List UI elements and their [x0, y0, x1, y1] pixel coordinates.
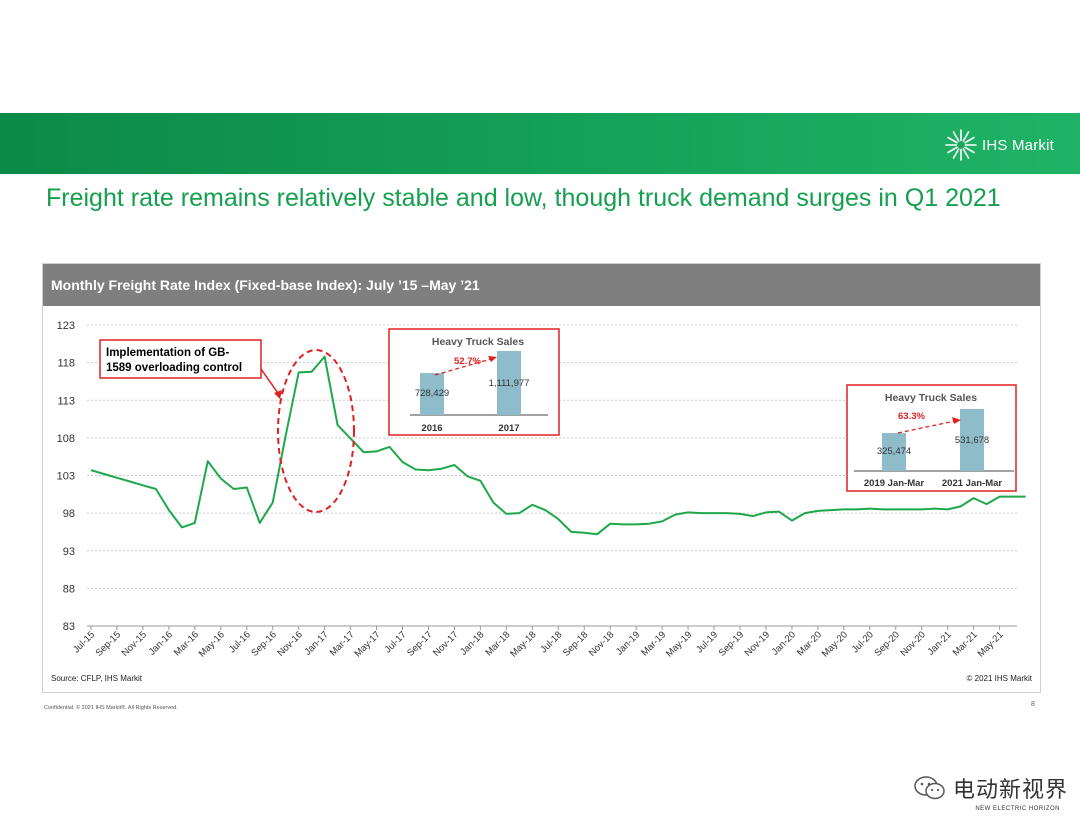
logo-text: IHS Markit [981, 136, 1054, 154]
x-tick-label: Nov-18 [587, 629, 616, 658]
y-tick-label: 113 [57, 395, 75, 407]
y-tick-label: 123 [57, 320, 75, 332]
inset1-title: Heavy Truck Sales [432, 336, 524, 348]
y-axis-ticks: 83 88 93 98 103 108 113 118 123 [57, 320, 75, 633]
x-tick-label: Nov-15 [120, 629, 149, 658]
x-tick-label: Mar-16 [172, 629, 201, 658]
watermark-text: 电动新视界 [952, 777, 1068, 802]
x-tick-label: Mar-17 [328, 629, 357, 658]
x-tick-label: May-18 [508, 629, 538, 659]
y-tick-label: 88 [63, 583, 75, 595]
x-tick-label: Jan-18 [458, 629, 486, 657]
watermark: 电动新视界 [913, 768, 1068, 808]
x-tick-label: Jan-21 [925, 629, 953, 657]
x-tick-label: May-19 [664, 629, 694, 659]
callout-arrow-head [274, 390, 282, 399]
inset1-bar-2016 [420, 373, 444, 415]
y-tick-label: 118 [57, 358, 75, 370]
x-tick-label: Sep-19 [717, 629, 746, 658]
x-tick-label: May-17 [352, 629, 382, 659]
inset1-value-2017: 1,111,977 [489, 378, 530, 389]
y-tick-label: 103 [57, 471, 75, 483]
inset2-bar-2021 [960, 409, 984, 471]
x-tick-label: May-20 [820, 629, 850, 659]
inset1-label-2017: 2017 [498, 423, 519, 434]
inset1-growth-arrow-head [488, 356, 497, 362]
x-tick-label: Mar-18 [483, 629, 512, 658]
footer-confidential: Confidential. © 2021 IHS Markit®. All Ri… [44, 705, 178, 711]
x-tick-label: Sep-15 [94, 629, 123, 658]
page-number: 8 [1031, 701, 1035, 708]
x-tick-label: Jan-19 [614, 629, 642, 657]
chart-copyright: © 2021 IHS Markit [966, 674, 1032, 683]
x-tick-label: Nov-19 [743, 629, 772, 658]
inset-heavy-truck-sales-2016-2017: Heavy Truck Sales 728,429 1,111,977 2016… [388, 328, 560, 436]
slide-title: Freight rate remains relatively stable a… [46, 184, 1001, 212]
x-tick-label: Mar-21 [951, 629, 980, 658]
x-tick-label: Mar-19 [639, 629, 668, 658]
inset2-growth-arrow [897, 420, 956, 434]
x-tick-label: Nov-17 [431, 629, 460, 658]
inset1-bar-2017 [497, 351, 521, 415]
y-tick-label: 108 [57, 433, 75, 445]
freight-rate-chart: 83 88 93 98 103 108 113 118 123 Jul-15Sep-15Nov-… [57, 320, 1026, 660]
y-tick-label: 98 [63, 508, 75, 520]
x-tick-label: May-21 [976, 629, 1006, 659]
callout-text-line2: 1589 overloading control [106, 362, 242, 374]
inset-heavy-truck-sales-q1: Heavy Truck Sales 325,474 531,678 2019 J… [846, 384, 1017, 492]
x-tick-label: Sep-17 [405, 629, 434, 658]
freight-index-series-line [90, 355, 1026, 536]
callout-box [99, 339, 262, 379]
ihs-markit-logo: IHS Markit [944, 128, 1054, 162]
y-tick-label: 83 [63, 621, 75, 633]
highlight-ellipse [277, 349, 355, 513]
x-tick-label: Nov-16 [275, 629, 304, 658]
inset1-label-2016: 2016 [421, 423, 442, 434]
chart-source: Source: CFLP, IHS Markit [51, 674, 142, 683]
x-tick-label: Jan-20 [770, 629, 798, 657]
chart-title: Monthly Freight Rate Index (Fixed-base I… [43, 264, 1040, 306]
inset2-value-2019: 325,474 [877, 446, 911, 457]
callout-arrow [260, 368, 281, 397]
inset2-value-2021: 531,678 [955, 435, 989, 446]
inset1-growth: 52.7% [454, 356, 481, 367]
callout-text-line1: Implementation of GB- [106, 347, 229, 359]
x-tick-label: Sep-16 [249, 629, 278, 658]
header-banner [0, 113, 1080, 174]
x-tick-label: Jan-17 [302, 629, 330, 657]
inset2-label-2019: 2019 Jan-Mar [864, 478, 925, 489]
wechat-icon [914, 776, 945, 800]
x-tick-label: Mar-20 [795, 629, 824, 658]
x-tick-label: May-16 [197, 629, 227, 659]
inset1-value-2016: 728,429 [415, 388, 449, 399]
starburst-icon [945, 129, 977, 161]
inset2-label-2021: 2021 Jan-Mar [942, 478, 1003, 489]
inset2-growth-arrow-head [952, 417, 961, 424]
x-tick-label: Sep-20 [872, 629, 901, 658]
inset2-growth: 63.3% [898, 411, 925, 422]
x-tick-label: Sep-18 [561, 629, 590, 658]
y-tick-label: 93 [63, 546, 75, 558]
inset2-bar-2019 [882, 433, 906, 471]
inset1-growth-arrow [434, 358, 492, 376]
watermark-subtext: NEW ELECTRIC HORIZON [975, 806, 1060, 812]
inset2-title: Heavy Truck Sales [885, 392, 977, 404]
x-tick-label: Jan-16 [147, 629, 175, 657]
x-tick-label: Nov-20 [898, 629, 927, 658]
